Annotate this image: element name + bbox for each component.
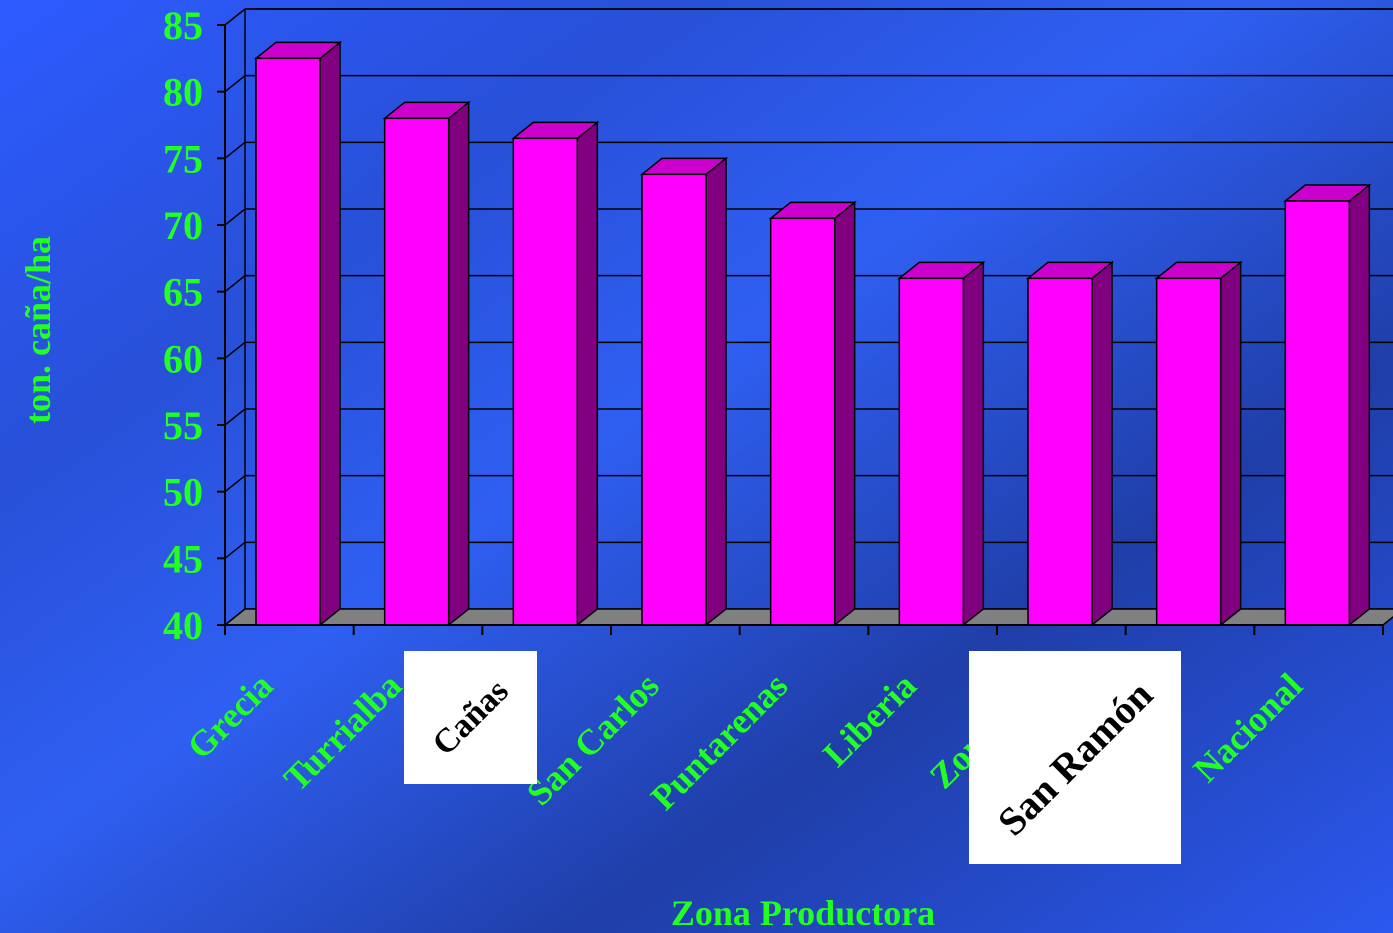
bar — [511, 120, 600, 627]
pasted-label-canas: Cañas — [404, 651, 537, 784]
y-tick-label: 50 — [163, 470, 203, 515]
x-tick-label: Turrialba — [276, 665, 409, 798]
bars — [253, 40, 1372, 627]
bar-front — [255, 57, 321, 626]
gridline — [224, 474, 1393, 493]
gridline — [224, 208, 1393, 226]
axes — [217, 24, 1384, 635]
gridline — [224, 74, 1393, 93]
x-tick-label: Liberia — [815, 665, 924, 774]
pasted-label-san-ramon: San Ramón — [969, 651, 1181, 864]
bar — [1154, 260, 1243, 627]
bar-side — [1219, 260, 1242, 627]
gridline — [224, 541, 1393, 559]
bar — [639, 156, 729, 627]
bar-front — [1284, 200, 1351, 626]
y-tick-label: 85 — [163, 3, 203, 48]
y-tick-label: 40 — [163, 603, 203, 648]
bar — [768, 200, 857, 627]
bar-side — [833, 200, 856, 627]
bar — [1283, 183, 1372, 627]
bar-side — [1091, 260, 1113, 627]
bar-side — [962, 260, 985, 627]
bar-side — [705, 156, 727, 627]
y-tick-label: 45 — [163, 536, 203, 581]
bar-side — [447, 100, 470, 627]
y-tick-label: 70 — [163, 203, 203, 248]
y-tick-label: 80 — [163, 70, 203, 115]
pasted-label-san-ramon-text: San Ramón — [988, 671, 1162, 844]
y-tick-label: 60 — [163, 336, 203, 381]
bar-front — [512, 137, 579, 626]
x-tick-label: Nacional — [1186, 665, 1310, 789]
y-tick-label: 65 — [163, 270, 203, 315]
gridline — [224, 341, 1393, 359]
bar-front — [641, 173, 707, 626]
bar — [897, 260, 986, 627]
bar-front — [898, 277, 965, 626]
gridline — [224, 274, 1393, 293]
gridline — [224, 408, 1393, 426]
y-tick-labels: 40 45 50 55 60 65 70 75 80 85 — [163, 3, 203, 648]
bar — [1025, 260, 1115, 627]
y-tick-label: 75 — [163, 136, 203, 181]
bar — [253, 40, 343, 627]
y-axis-title: ton. caña/ha — [18, 236, 58, 424]
bar-front — [1027, 277, 1093, 626]
bar-front — [383, 117, 450, 626]
bar-side — [1348, 183, 1371, 627]
bar-front — [1155, 277, 1222, 626]
gridline — [224, 141, 1393, 159]
x-axis-title: Zona Productora — [671, 893, 935, 933]
bar-side — [319, 40, 341, 627]
y-tick-label: 55 — [163, 403, 203, 448]
gridline — [224, 8, 1393, 26]
bar-front — [769, 217, 836, 626]
pasted-label-canas-text: Cañas — [424, 671, 516, 763]
bar — [382, 100, 471, 627]
x-tick-label: Puntarenas — [643, 665, 795, 817]
bar-side — [576, 120, 599, 627]
x-tick-label: Grecia — [179, 665, 280, 766]
